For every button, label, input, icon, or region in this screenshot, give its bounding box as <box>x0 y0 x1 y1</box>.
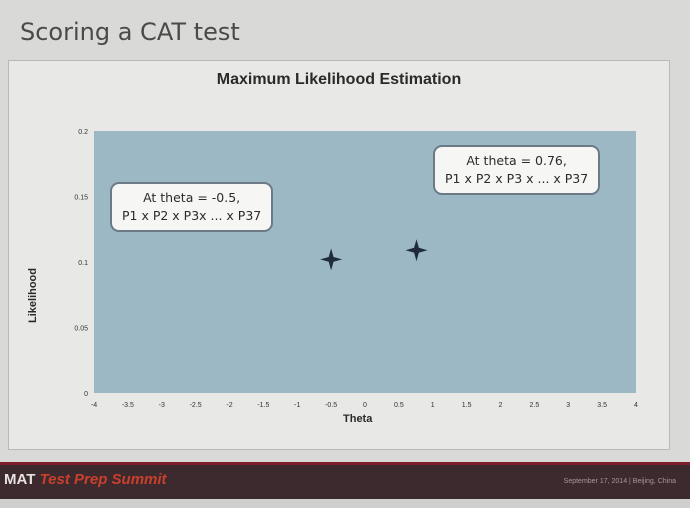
bottom-strip <box>0 499 690 508</box>
x-tick-label: -2.5 <box>190 402 202 409</box>
data-point-marker <box>320 248 343 271</box>
x-tick-label: -3 <box>159 402 165 409</box>
x-tick-label: -0.5 <box>325 402 337 409</box>
callout-right-line2: P1 x P2 x P3 x ... x P37 <box>445 171 589 186</box>
footer-date-location: September 17, 2014 | Beijing, China <box>563 478 676 485</box>
x-tick-label: -1 <box>294 402 300 409</box>
callout-left-line2: P1 x P2 x P3x ... x P37 <box>122 208 262 223</box>
chart-frame: Maximum Likelihood Estimation -4 -3.5 -3 -2… <box>8 60 670 450</box>
x-tick-label: 1.5 <box>462 402 472 409</box>
x-tick-label: 4 <box>634 402 638 409</box>
x-tick-label: 0 <box>363 402 367 409</box>
slide-title: Scoring a CAT test <box>20 18 240 46</box>
x-axis-label: Theta <box>343 413 373 425</box>
footer-brand-name: MAT <box>4 471 36 488</box>
x-tick-label: 3 <box>566 402 570 409</box>
y-tick-label: 0.15 <box>74 195 88 202</box>
callout-right-line1: At theta = 0.76, <box>466 153 567 168</box>
x-tick-label: 2.5 <box>530 402 540 409</box>
y-axis-label: Likelihood <box>27 268 39 323</box>
footer-bar: MAT Test Prep Summit September 17, 2014 … <box>0 462 690 499</box>
footer-brand: MAT Test Prep Summit <box>4 471 167 488</box>
callout-left: At theta = -0.5, P1 x P2 x P3x ... x P37 <box>110 182 274 232</box>
footer-event-name: Test Prep Summit <box>39 471 167 488</box>
y-tick-label: 0.1 <box>78 260 88 267</box>
y-tick-label: 0 <box>84 391 88 398</box>
x-tick-label: 2 <box>499 402 503 409</box>
x-tick-label: -1.5 <box>257 402 269 409</box>
y-tick-label: 0.2 <box>78 129 88 136</box>
x-tick-label: 3.5 <box>597 402 607 409</box>
y-tick-label: 0.05 <box>74 326 88 333</box>
x-tick-label: 1 <box>431 402 435 409</box>
callout-left-line1: At theta = -0.5, <box>143 190 241 205</box>
x-tick-label: -2 <box>226 402 232 409</box>
callout-right: At theta = 0.76, P1 x P2 x P3 x ... x P3… <box>433 145 601 195</box>
chart-svg: -4 -3.5 -3 -2.5 -2 -1.5 -1 -0.5 0 0.5 1 1.5 2 2.5 3 3.5… <box>74 129 638 409</box>
x-tick-label: 0.5 <box>394 402 404 409</box>
chart-title: Maximum Likelihood Estimation <box>216 71 462 88</box>
data-point-marker <box>405 239 428 262</box>
x-tick-label: -3.5 <box>122 402 134 409</box>
x-tick-label: -4 <box>91 402 97 409</box>
